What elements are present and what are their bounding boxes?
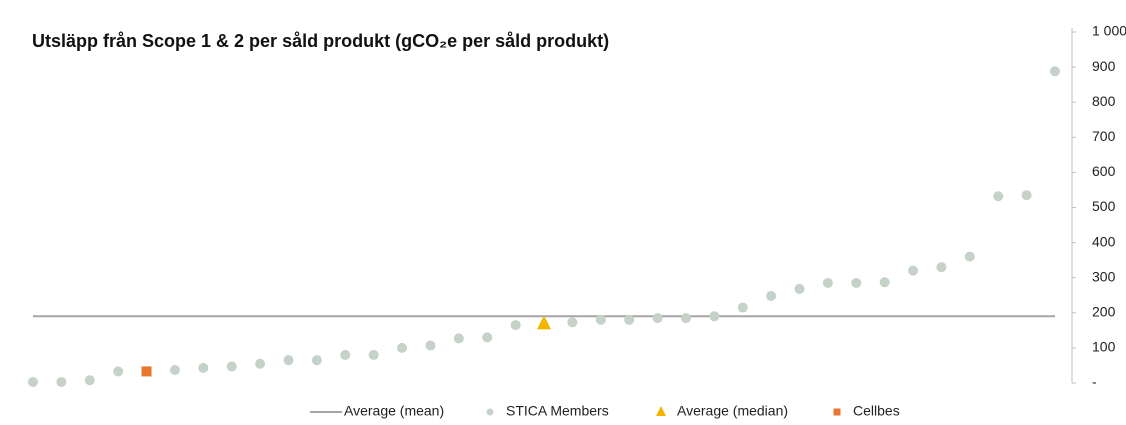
point bbox=[397, 342, 408, 353]
y-tick-label: 400 bbox=[1092, 233, 1116, 249]
legend-swatch bbox=[833, 408, 841, 416]
y-tick-label: 500 bbox=[1092, 198, 1116, 214]
point bbox=[537, 315, 551, 330]
point bbox=[283, 355, 294, 366]
point bbox=[453, 333, 464, 344]
point bbox=[113, 366, 124, 377]
point bbox=[368, 349, 379, 360]
point bbox=[198, 362, 209, 373]
point bbox=[993, 191, 1004, 202]
legend-label: STICA Members bbox=[506, 403, 609, 419]
point bbox=[311, 355, 322, 366]
point bbox=[340, 349, 351, 360]
point bbox=[1021, 190, 1032, 201]
point bbox=[737, 302, 748, 313]
point bbox=[1050, 66, 1060, 77]
point bbox=[141, 366, 152, 377]
legend-label: Cellbes bbox=[853, 403, 900, 419]
point bbox=[226, 361, 237, 372]
point bbox=[169, 365, 180, 376]
legend-label: Average (mean) bbox=[344, 403, 444, 419]
y-tick-label: 200 bbox=[1092, 304, 1116, 320]
point bbox=[908, 265, 919, 276]
legend-swatch bbox=[486, 408, 494, 416]
y-tick-label: 1 000 bbox=[1092, 23, 1126, 39]
point bbox=[567, 317, 578, 328]
y-tick-label: - bbox=[1092, 374, 1097, 390]
point bbox=[766, 290, 777, 301]
point bbox=[482, 332, 493, 343]
y-tick-label: 900 bbox=[1092, 58, 1116, 74]
point bbox=[425, 340, 436, 351]
y-tick-label: 300 bbox=[1092, 268, 1116, 284]
chart-title: Utsläpp från Scope 1 & 2 per såld produk… bbox=[32, 31, 609, 51]
point bbox=[595, 314, 606, 325]
point bbox=[84, 375, 95, 386]
point bbox=[624, 314, 635, 325]
y-tick-label: 600 bbox=[1092, 163, 1116, 179]
point bbox=[28, 376, 38, 387]
point bbox=[964, 251, 975, 262]
y-tick-label: 100 bbox=[1092, 339, 1116, 355]
point bbox=[255, 358, 266, 369]
y-tick-label: 800 bbox=[1092, 93, 1116, 109]
legend-swatch bbox=[656, 406, 666, 416]
point bbox=[822, 277, 833, 288]
point bbox=[652, 313, 663, 324]
point bbox=[56, 376, 67, 387]
point bbox=[936, 262, 947, 273]
point bbox=[510, 320, 521, 331]
point bbox=[851, 277, 862, 288]
point bbox=[879, 277, 890, 288]
y-tick-label: 700 bbox=[1092, 128, 1116, 144]
point bbox=[680, 313, 691, 324]
point bbox=[794, 283, 805, 294]
legend-label: Average (median) bbox=[677, 403, 788, 419]
point bbox=[709, 311, 720, 322]
